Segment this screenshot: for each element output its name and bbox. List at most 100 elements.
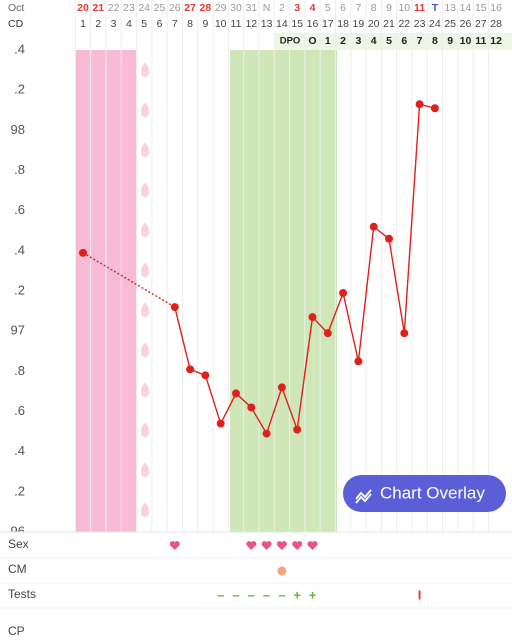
row-label: Tests xyxy=(8,587,36,601)
cycle-day: 28 xyxy=(490,18,502,30)
row-label: CP xyxy=(8,624,25,638)
dpo-day: 3 xyxy=(355,35,361,47)
overlay-icon[interactable] xyxy=(355,489,372,504)
y-tick-label: .2 xyxy=(14,82,25,97)
date-label: 8 xyxy=(371,2,377,14)
spotting-drop xyxy=(140,382,150,397)
y-tick-label: .8 xyxy=(14,363,25,378)
spotting-drop xyxy=(140,342,150,357)
temp-point xyxy=(232,389,240,398)
test-mark: – xyxy=(248,587,255,602)
cycle-day: 4 xyxy=(126,18,132,30)
heart-icon xyxy=(276,541,287,550)
temp-point xyxy=(369,222,378,231)
dpo-day: 4 xyxy=(371,35,377,47)
overlay-button-label[interactable]: Chart Overlay xyxy=(380,483,485,502)
dpo-day: 9 xyxy=(447,35,453,47)
date-label: 23 xyxy=(123,2,135,14)
test-mark: I xyxy=(418,587,422,602)
temp-point xyxy=(415,100,424,109)
test-mark: – xyxy=(217,587,224,602)
date-label: 24 xyxy=(138,2,150,14)
cycle-day: 23 xyxy=(414,18,426,30)
temp-line xyxy=(174,103,436,436)
row-lines xyxy=(0,531,512,609)
dpo-day: 12 xyxy=(490,35,502,47)
spotting-drop xyxy=(140,62,150,77)
date-label: 7 xyxy=(355,2,361,14)
bands xyxy=(76,33,512,532)
cycle-day: 27 xyxy=(475,18,487,30)
fertile-band xyxy=(230,50,337,532)
overlay-button[interactable]: Chart Overlay xyxy=(343,475,506,512)
period-band xyxy=(76,50,137,532)
date-label: 16 xyxy=(490,2,502,14)
y-tick-label: 97 xyxy=(11,323,25,338)
cycle-day: 25 xyxy=(444,18,456,30)
cycle-day: 18 xyxy=(337,18,349,30)
spotting-drop xyxy=(140,222,150,237)
date-label: 26 xyxy=(169,2,181,14)
date-label: 25 xyxy=(154,2,166,14)
cycle-day: 10 xyxy=(215,18,227,30)
date-label: 4 xyxy=(310,2,316,14)
test-mark: – xyxy=(263,587,270,602)
temp-point xyxy=(247,403,256,412)
temp-point xyxy=(339,289,348,298)
spotting-drop xyxy=(140,422,150,437)
y-tick-label: 98 xyxy=(11,122,25,137)
date-label: 2 xyxy=(279,2,285,14)
date-label: T xyxy=(432,2,439,14)
dpo-day: 2 xyxy=(340,35,346,47)
cycle-day: 3 xyxy=(111,18,117,30)
overlay-button-bg[interactable] xyxy=(343,475,506,512)
date-label: 6 xyxy=(340,2,346,14)
spotting-drop xyxy=(140,462,150,477)
row-label: CM xyxy=(8,562,27,576)
cycle-day: 12 xyxy=(245,18,257,30)
cycle-day: 26 xyxy=(460,18,472,30)
date-label: N xyxy=(263,2,271,14)
cycle-day: 16 xyxy=(307,18,319,30)
date-label: 5 xyxy=(325,2,331,14)
cycle-day: 15 xyxy=(291,18,303,30)
temp-point xyxy=(323,329,332,338)
cd-label: CD xyxy=(8,18,24,30)
temp-point xyxy=(277,383,286,392)
date-label: 13 xyxy=(444,2,456,14)
temp-gap-line xyxy=(82,252,176,308)
cycle-day: 21 xyxy=(383,18,395,30)
spotting-drop xyxy=(140,142,150,157)
heart-icon xyxy=(261,541,272,550)
date-label: 15 xyxy=(475,2,487,14)
dpo-label: DPO xyxy=(280,36,301,47)
dpo-day: 7 xyxy=(417,35,423,47)
y-tick-label: .2 xyxy=(14,282,25,297)
spotting-drop xyxy=(140,262,150,277)
heart-icon xyxy=(307,541,318,550)
y-tick-label: .6 xyxy=(14,202,25,217)
dpo-day: 5 xyxy=(386,35,392,47)
spotting-drop xyxy=(140,182,150,197)
temp-point xyxy=(354,357,363,366)
cycle-day: 22 xyxy=(398,18,410,30)
cycle-day: 19 xyxy=(353,18,365,30)
spotting-drop xyxy=(140,302,150,317)
y-tick-label: .8 xyxy=(14,162,25,177)
cycle-day: 2 xyxy=(95,18,101,30)
date-label: 21 xyxy=(92,2,104,14)
cycle-day: 1 xyxy=(80,18,86,30)
date-label: 29 xyxy=(215,2,227,14)
cm-icon xyxy=(277,566,287,576)
y-tick-label: .4 xyxy=(14,41,25,56)
y-tick-label: .6 xyxy=(14,403,25,418)
date-label: 31 xyxy=(245,2,257,14)
cycle-day: 9 xyxy=(202,18,208,30)
spotting-band xyxy=(137,50,153,532)
cycle-day: 14 xyxy=(276,18,288,30)
test-mark: – xyxy=(232,587,239,602)
dpo-day: 8 xyxy=(432,35,438,47)
date-label: 20 xyxy=(77,2,89,14)
test-mark: + xyxy=(293,587,301,602)
